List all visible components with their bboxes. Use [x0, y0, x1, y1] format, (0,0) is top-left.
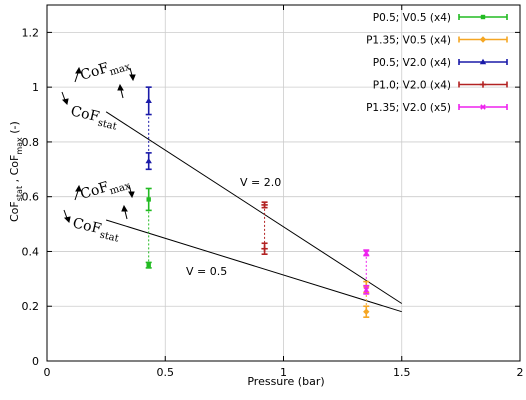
- x-axis-label: Pressure (bar): [247, 375, 324, 388]
- cof-max-label: CoFmax: [78, 173, 132, 206]
- y-axis-label-part: max: [15, 137, 24, 155]
- y-axis-label: CoFstat , CoFmax (-): [8, 121, 24, 222]
- data-point: [261, 242, 268, 255]
- legend-label: P0.5; V2.0 (x4): [373, 57, 451, 69]
- y-axis-label-part: , CoF: [8, 155, 21, 186]
- legend-item: P1.0; V2.0 (x4): [373, 80, 508, 92]
- y-tick-label: 1: [32, 81, 39, 94]
- marker-cross: [480, 104, 486, 110]
- arrow-icon: [61, 66, 136, 106]
- data-point: [363, 249, 370, 257]
- data-point: [261, 201, 268, 209]
- marker-diamond: [363, 308, 370, 315]
- marker-triangle: [145, 157, 152, 164]
- data-points: [145, 86, 370, 318]
- marker-cross: [363, 287, 370, 293]
- arrow-icon: [63, 184, 135, 224]
- legend-item: P0.5; V2.0 (x4): [373, 57, 508, 69]
- data-point: [363, 305, 370, 318]
- cof-max-label: CoFmax: [78, 54, 132, 87]
- tick-labels: 0 0.5 1 1.5 2 0 0.2 0.4 0.6 0.8 1 1.2: [22, 26, 524, 379]
- x-tick-label: 1.5: [393, 366, 411, 379]
- legend-label: P1.35; V0.5 (x4): [366, 35, 451, 47]
- marker-square: [146, 262, 151, 268]
- y-axis-label-part: stat: [15, 186, 24, 201]
- ticks: [46, 5, 521, 362]
- legend: P0.5; V0.5 (x4) P1.35; V0.5 (x4) P0.5; V2.…: [366, 12, 508, 114]
- cof-label-group-lower: CoFmax CoFstat: [63, 173, 135, 245]
- annotation-v2: V = 2.0: [240, 176, 281, 189]
- data-point: [145, 187, 152, 212]
- legend-item: P1.35; V2.0 (x5): [366, 102, 508, 114]
- marker-diamond: [479, 36, 487, 43]
- data-point: [145, 261, 152, 269]
- annotations: V = 2.0 V = 0.5: [186, 176, 281, 278]
- y-tick-label: 0.2: [22, 300, 40, 313]
- x-tick-label: 2: [517, 366, 524, 379]
- y-tick-label: 0: [32, 355, 39, 368]
- legend-label: P0.5; V0.5 (x4): [373, 12, 451, 24]
- y-tick-label: 1.2: [22, 26, 40, 39]
- y-tick-label: 0.8: [22, 136, 40, 149]
- data-point: [145, 152, 152, 171]
- x-tick-label: 0: [44, 366, 51, 379]
- cof-label-group-upper: CoFmax CoFstat: [61, 54, 136, 133]
- marker-square: [146, 197, 151, 202]
- fit-lines: [105, 111, 403, 313]
- cof-stat-label: CoFstat: [70, 215, 121, 244]
- x-tick-label: 0.5: [157, 366, 175, 379]
- x-tick-label: 1: [280, 366, 287, 379]
- y-axis-label-part: (-): [8, 121, 21, 137]
- legend-item: P1.35; V0.5 (x4): [366, 35, 508, 47]
- fit-line: [105, 219, 402, 313]
- cof-stat-label: CoFstat: [68, 103, 119, 132]
- marker-square: [480, 14, 486, 20]
- y-axis-label-part: CoF: [8, 201, 21, 222]
- legend-label: P1.0; V2.0 (x4): [373, 80, 451, 92]
- y-tick-label: 0.4: [22, 245, 40, 258]
- annotation-v05: V = 0.5: [186, 265, 227, 278]
- connectors: [148, 100, 367, 312]
- fit-line: [105, 111, 403, 304]
- y-tick-label: 0.6: [22, 191, 40, 204]
- marker-triangle: [145, 97, 152, 104]
- legend-label: P1.35; V2.0 (x5): [366, 102, 451, 114]
- grid: [47, 5, 520, 361]
- data-point: [363, 284, 370, 295]
- marker-cross: [363, 250, 370, 256]
- legend-item: P0.5; V0.5 (x4): [373, 12, 508, 24]
- data-point: [145, 86, 152, 116]
- marker-triangle: [479, 58, 487, 65]
